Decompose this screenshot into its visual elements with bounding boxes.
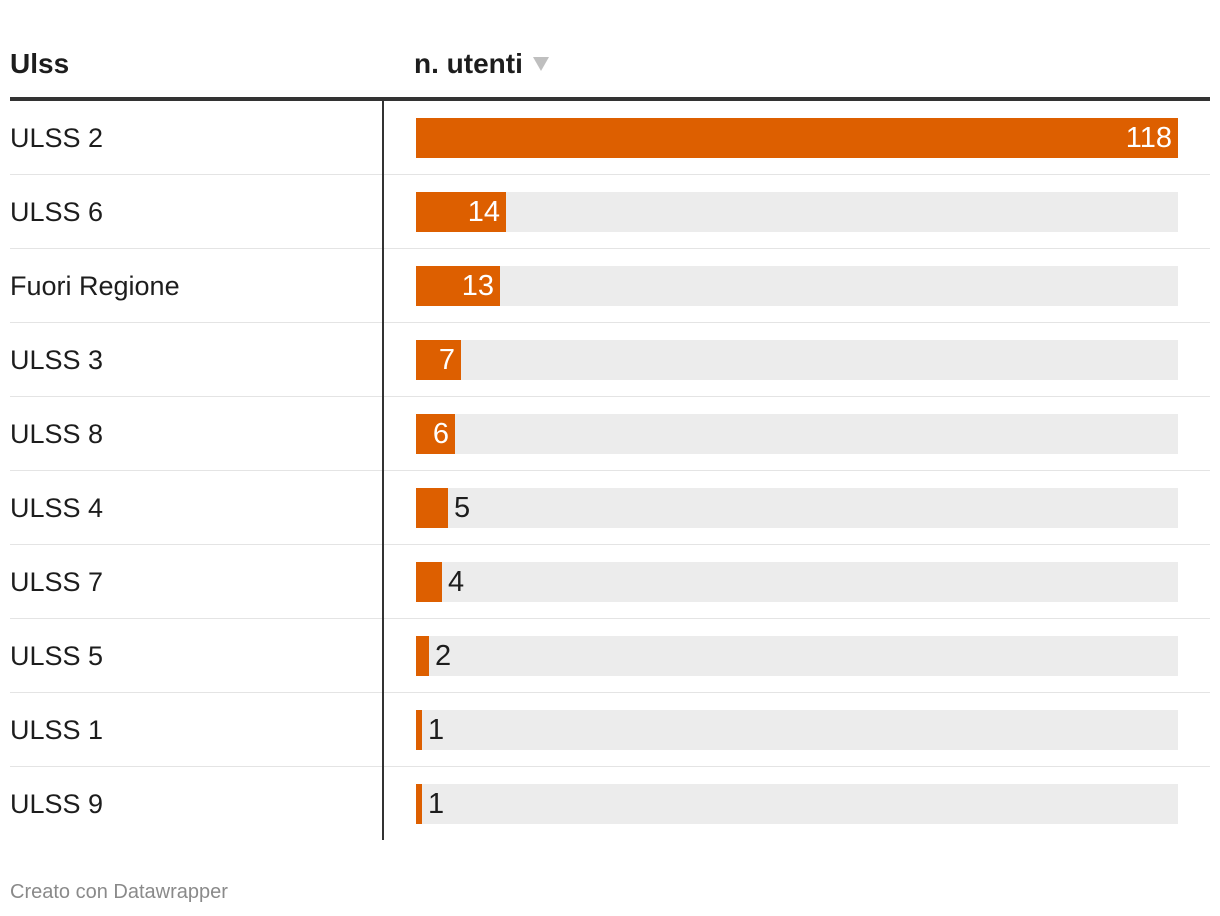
column-header-n-utenti-label: n. utenti [414,48,523,79]
bar-track: 1 [416,710,1178,750]
bar [416,562,442,602]
table-row: Fuori Regione 13 [10,249,1210,323]
bar [416,636,429,676]
bar [416,192,506,232]
table-row: ULSS 3 7 [10,323,1210,397]
bar-value-label: 2 [435,640,452,672]
row-label: ULSS 4 [10,493,104,523]
bar [416,118,1178,158]
bar [416,414,455,454]
bar-track: 6 [416,414,1178,454]
column-header-ulss: Ulss [10,48,70,79]
row-label: ULSS 6 [10,197,104,227]
bar-track: 2 [416,636,1178,676]
bar [416,784,422,824]
row-label: ULSS 1 [10,715,104,745]
bar-track: 5 [416,488,1178,528]
column-divider [382,101,384,840]
row-label: ULSS 5 [10,641,104,671]
bar-value-label: 14 [467,196,500,228]
bar [416,710,422,750]
bar-value-label: 4 [448,566,465,598]
table-row: ULSS 5 2 [10,619,1210,693]
table-row: ULSS 8 6 [10,397,1210,471]
row-label: ULSS 7 [10,567,104,597]
row-label: Fuori Regione [10,271,180,301]
bar-value-label: 118 [1125,122,1172,154]
bar-track: 1 [416,784,1178,824]
bar [416,266,500,306]
table-row: ULSS 2 118 [10,101,1210,175]
bar-track: 13 [416,266,1178,306]
table-row: ULSS 6 14 [10,175,1210,249]
bar-value-label: 1 [428,788,445,820]
bar-track: 118 [416,118,1178,158]
data-table: Ulss n. utenti ULSS 2 118 ULSS 6 14 Fuori Re… [10,0,1210,916]
bar-value-label: 1 [428,714,445,746]
bar-value-label: 13 [461,270,494,302]
sort-descending-icon[interactable] [532,56,549,71]
bar-track: 4 [416,562,1178,602]
row-label: ULSS 9 [10,789,104,819]
row-label: ULSS 3 [10,345,104,375]
row-label: ULSS 8 [10,419,104,449]
header-rule [10,97,1210,101]
bar-track: 7 [416,340,1178,380]
table-row: ULSS 4 5 [10,471,1210,545]
bar-value-label: 5 [454,492,471,524]
column-header-n-utenti[interactable]: n. utenti [414,46,549,82]
row-label: ULSS 2 [10,123,104,153]
bar-value-label: 7 [438,344,455,376]
bar-value-label: 6 [432,418,449,450]
table-row: ULSS 1 1 [10,693,1210,767]
datawrapper-credit[interactable]: Creato con Datawrapper [10,881,228,903]
bar [416,340,461,380]
table-row: ULSS 9 1 [10,767,1210,841]
bar-track: 14 [416,192,1178,232]
table-row: ULSS 7 4 [10,545,1210,619]
bar [416,488,448,528]
